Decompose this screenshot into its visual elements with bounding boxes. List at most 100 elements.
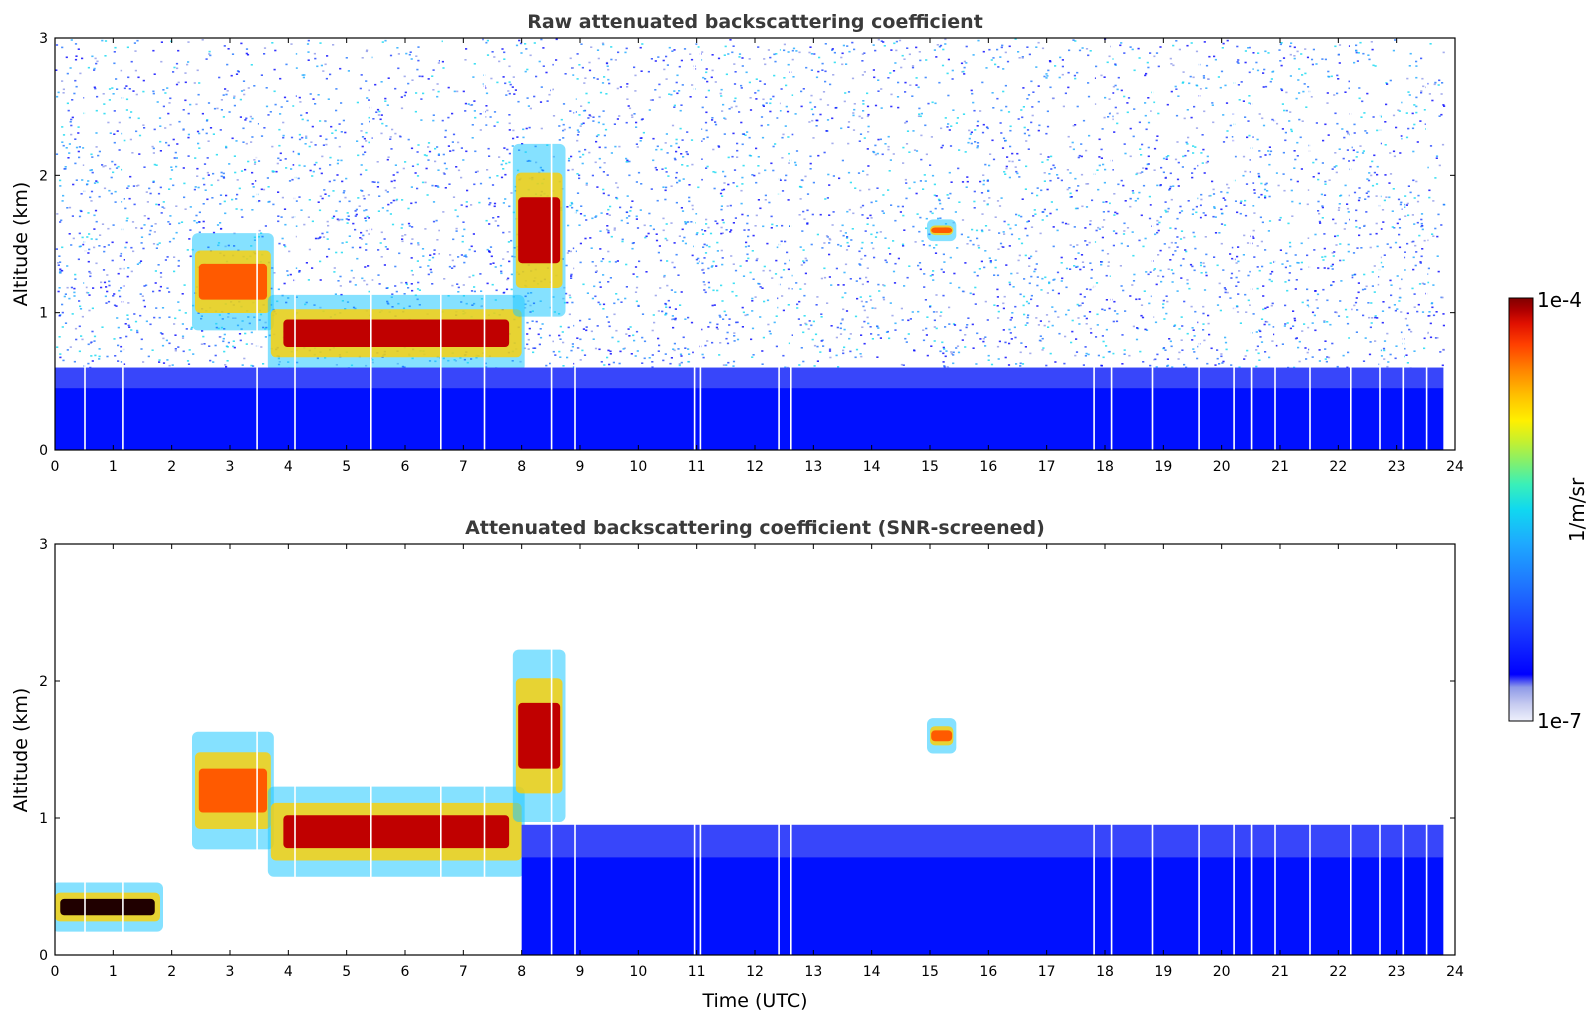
colorbar: 1e-4 1e-7 1/m/sr [1508,288,1589,733]
cloud-region [192,731,274,850]
cloud-core [931,730,953,742]
gap-line [122,38,124,450]
x-tick-label: 13 [804,459,822,475]
top-y-ticks: 0 1 2 3 [39,31,1455,459]
gap-line [1309,544,1311,955]
x-tick-label: 20 [1213,964,1231,980]
x-tick-label: 1 [109,459,118,475]
gap-line [1198,38,1200,450]
x-tick-label: 4 [284,964,293,980]
gap-line [1233,544,1235,955]
gap-line [294,38,296,450]
gap-line [440,544,442,955]
bottom-y-ticks: 0 1 2 3 [39,537,1455,964]
gap-line [483,38,486,450]
boundary-layer-region [55,367,1444,450]
y-tick-label: 2 [39,674,48,690]
gap-line [1274,38,1276,450]
gap-line [790,38,792,450]
x-tick-label: 14 [863,964,881,980]
missing-profiles [84,544,1428,955]
gap-line [1350,38,1352,450]
gap-line [84,38,86,450]
top-heatmap [55,38,1446,450]
x-tick-label: 0 [51,459,60,475]
gap-line [778,544,780,955]
top-panel-title: Raw attenuated backscattering coefficien… [527,11,983,33]
x-tick-label: 18 [1096,459,1114,475]
y-tick-label: 0 [39,443,48,459]
x-tick-label: 3 [226,964,235,980]
gap-line [440,38,442,450]
gap-line [778,38,780,450]
cloud-region [512,649,566,822]
colorbar-max-label: 1e-4 [1537,288,1582,312]
gap-line [1151,544,1154,955]
x-tick-label: 15 [921,459,939,475]
gap-line [1250,38,1253,450]
gap-line [1110,38,1113,450]
gap-line [550,544,553,955]
x-tick-label: 14 [863,459,881,475]
colorbar-unit-label: 1/m/sr [1565,477,1589,542]
gap-line [1379,38,1381,450]
bottom-panel: Attenuated backscattering coefficient (S… [10,517,1464,1012]
gap-line [574,544,576,955]
bottom-y-axis-label: Altitude (km) [10,688,32,813]
x-tick-label: 5 [342,459,351,475]
x-tick-label: 5 [342,964,351,980]
y-tick-label: 2 [39,168,48,184]
cloud-region [192,233,274,331]
gap-line [1402,544,1405,955]
x-tick-label: 8 [517,964,526,980]
x-tick-label: 12 [746,964,764,980]
x-tick-label: 11 [688,459,706,475]
x-tick-label: 21 [1271,964,1289,980]
gap-line [370,38,372,450]
x-tick-label: 7 [459,964,468,980]
gap-line [1151,38,1154,450]
y-tick-label: 3 [39,31,48,47]
gap-line [1110,544,1113,955]
bottom-x-axis-label: Time (UTC) [701,990,807,1012]
cloud-core [518,702,561,769]
x-tick-label: 16 [979,459,997,475]
gap-line [1093,38,1095,450]
aerosol-layer-region [55,882,163,932]
boundary-layer-top [521,824,1444,858]
gap-line [1093,544,1095,955]
x-tick-label: 7 [459,459,468,475]
cloud-core [198,263,268,300]
gap-line [370,544,372,955]
x-tick-label: 21 [1271,459,1289,475]
cloud-region [267,294,525,372]
bottom-heatmap [55,544,1444,955]
x-tick-label: 19 [1154,459,1172,475]
y-tick-label: 1 [39,811,48,827]
gap-line [693,544,696,955]
x-tick-label: 17 [1038,964,1056,980]
x-tick-label: 23 [1388,964,1406,980]
x-tick-label: 13 [804,964,822,980]
gap-line [1233,38,1235,450]
gap-line [256,544,258,955]
gap-line [1350,544,1352,955]
colorbar-gradient [1508,297,1534,722]
colorbar-min-label: 1e-7 [1537,709,1582,733]
top-panel: Raw attenuated backscattering coefficien… [10,11,1464,475]
x-tick-label: 10 [629,459,647,475]
x-tick-label: 2 [167,459,176,475]
x-tick-label: 24 [1446,964,1464,980]
gap-line [790,544,792,955]
x-tick-label: 24 [1446,459,1464,475]
boundary-layer-top [55,367,1444,389]
gap-line [1402,38,1405,450]
gap-line [1379,544,1381,955]
gap-line [693,38,696,450]
x-tick-label: 23 [1388,459,1406,475]
x-tick-label: 4 [284,459,293,475]
gap-line [122,544,124,955]
x-tick-label: 8 [517,459,526,475]
gap-line [1309,38,1311,450]
